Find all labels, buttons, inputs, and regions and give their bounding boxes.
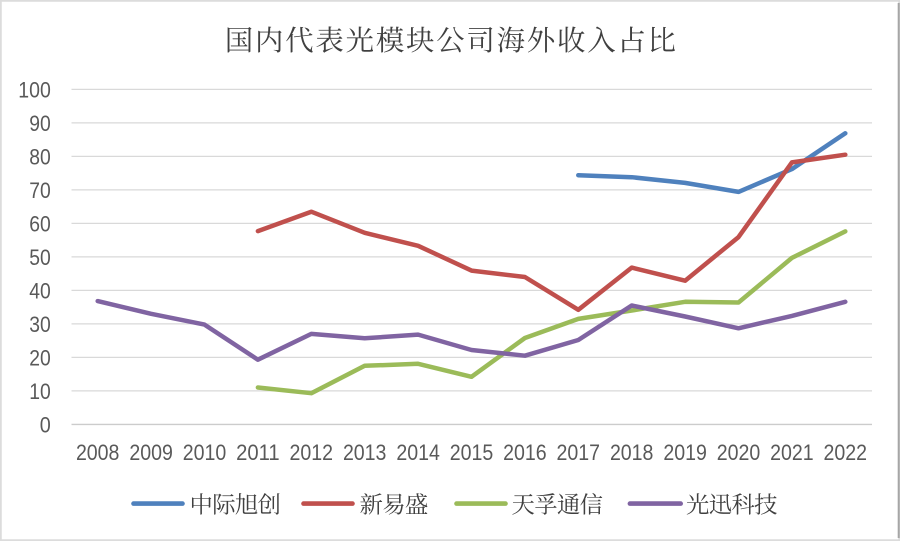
- svg-text:80: 80: [29, 144, 51, 169]
- svg-text:2021: 2021: [770, 440, 814, 465]
- svg-text:10: 10: [29, 379, 51, 404]
- svg-text:50: 50: [29, 245, 51, 270]
- svg-text:2015: 2015: [450, 440, 494, 465]
- svg-text:2009: 2009: [129, 440, 173, 465]
- svg-text:70: 70: [29, 178, 51, 203]
- svg-text:60: 60: [29, 211, 51, 236]
- svg-text:2008: 2008: [76, 440, 120, 465]
- svg-text:2022: 2022: [824, 440, 868, 465]
- svg-text:0: 0: [40, 412, 51, 437]
- svg-text:90: 90: [29, 111, 51, 136]
- svg-text:2014: 2014: [396, 440, 440, 465]
- svg-text:2020: 2020: [717, 440, 761, 465]
- svg-text:30: 30: [29, 312, 51, 337]
- svg-text:100: 100: [18, 77, 51, 102]
- svg-text:2010: 2010: [183, 440, 227, 465]
- svg-text:2013: 2013: [343, 440, 387, 465]
- svg-text:40: 40: [29, 278, 51, 303]
- svg-text:2016: 2016: [503, 440, 547, 465]
- svg-text:2019: 2019: [663, 440, 707, 465]
- svg-text:2011: 2011: [236, 440, 280, 465]
- svg-text:2012: 2012: [290, 440, 334, 465]
- svg-text:20: 20: [29, 345, 51, 370]
- svg-text:2017: 2017: [557, 440, 601, 465]
- svg-text:2018: 2018: [610, 440, 654, 465]
